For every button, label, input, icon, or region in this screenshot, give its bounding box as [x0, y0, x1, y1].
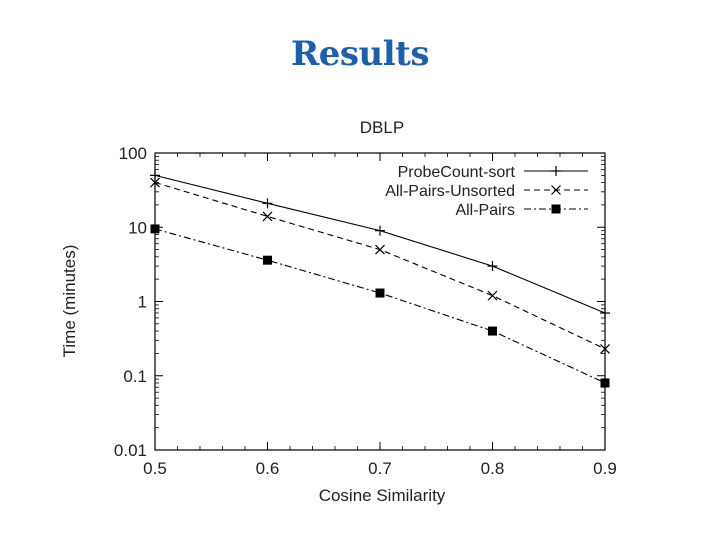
plot-frame	[154, 152, 606, 451]
series-probecount-sort	[150, 170, 610, 319]
series-line	[154, 181, 606, 350]
y-tick-label: 0.01	[114, 441, 147, 460]
series-line	[154, 228, 606, 384]
data-point	[262, 198, 273, 209]
legend-label: ProbeCount-sort	[398, 164, 516, 181]
series-group	[150, 170, 610, 388]
data-point	[487, 290, 498, 301]
data-point	[600, 308, 610, 319]
slide-title: Results	[290, 34, 430, 74]
data-point	[600, 343, 610, 354]
data-point	[600, 378, 610, 388]
legend-label: All-Pairs	[455, 202, 515, 219]
x-tick-labels: 0.5 0.6 0.7 0.8 0.9	[143, 459, 617, 478]
data-point	[488, 326, 497, 336]
x-tick-label: 0.6	[256, 459, 280, 478]
data-point	[375, 225, 385, 236]
y-tick-label: 0.1	[123, 367, 147, 386]
chart-title: DBLP	[360, 118, 404, 137]
data-point	[375, 244, 385, 255]
minor-ticks	[155, 153, 605, 450]
y-axis-label: Time (minutes)	[60, 245, 79, 358]
y-tick-label: 100	[119, 144, 147, 163]
legend-marker	[551, 166, 561, 176]
x-tick-label: 0.8	[481, 459, 505, 478]
legend-label: All-Pairs-Unsorted	[385, 183, 515, 200]
y-tick-label: 1	[138, 293, 147, 312]
x-tick-label: 0.7	[368, 459, 392, 478]
data-point	[487, 261, 498, 272]
y-tick-labels: 0.01 0.1 1 10 100	[114, 144, 147, 460]
legend: ProbeCount-sort All-Pairs-Unsorted All-Pai…	[385, 164, 588, 219]
x-tick-label: 0.9	[593, 459, 617, 478]
y-tick-label: 10	[128, 218, 147, 237]
x-tick-label: 0.5	[143, 459, 167, 478]
data-point	[263, 255, 272, 265]
series-all-pairs	[150, 224, 610, 388]
data-point	[262, 211, 273, 222]
data-point	[150, 170, 160, 181]
major-ticks	[154, 152, 606, 451]
legend-marker	[551, 204, 561, 214]
legend-marker	[551, 185, 561, 195]
data-point	[150, 177, 160, 188]
series-all-pairs-unsorted	[150, 177, 610, 354]
data-point	[150, 224, 160, 234]
x-axis-label: Cosine Similarity	[319, 486, 446, 505]
data-point	[375, 288, 385, 298]
